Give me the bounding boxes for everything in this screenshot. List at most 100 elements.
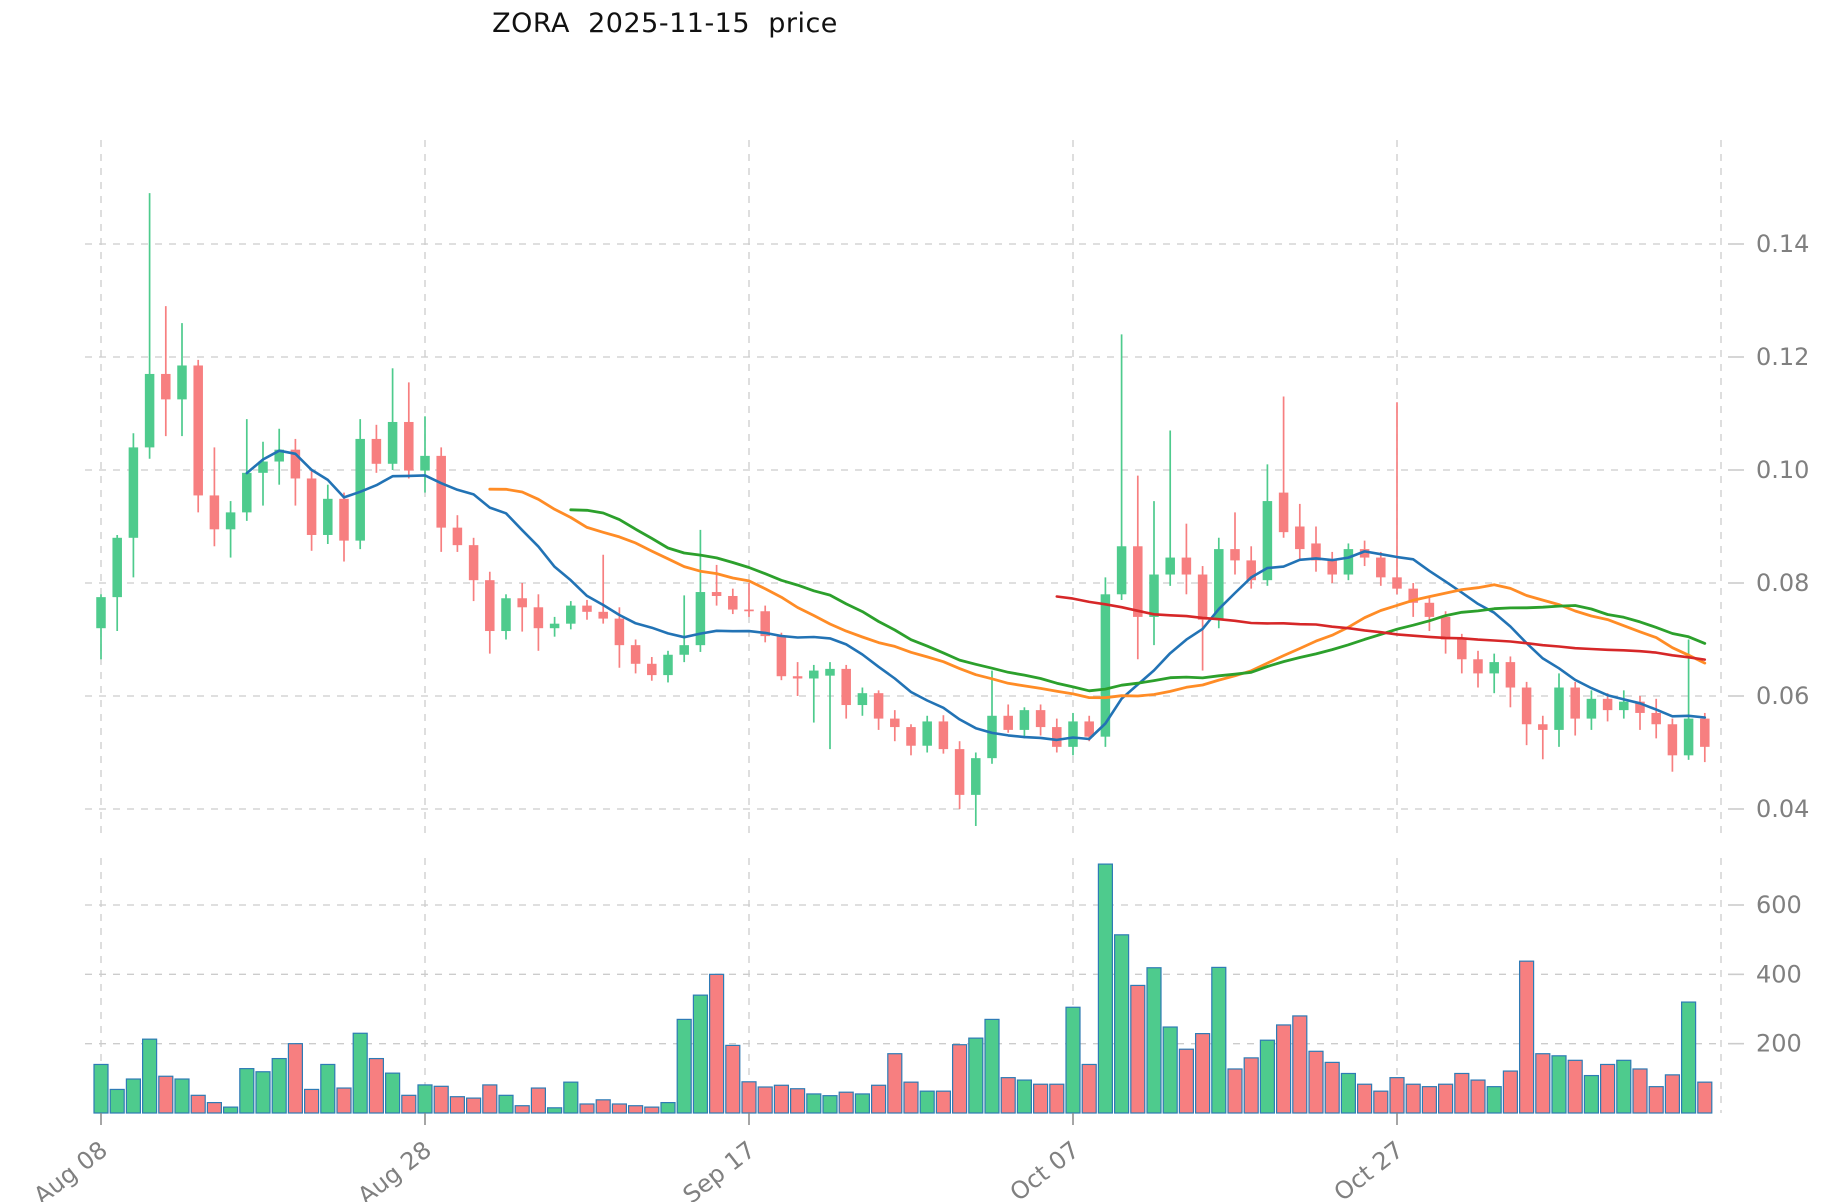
candle-body (177, 365, 187, 400)
candle-body (695, 592, 706, 646)
candle-body (1700, 718, 1710, 747)
volume-bar (1583, 1074, 1600, 1114)
volume-bar (563, 1081, 579, 1114)
candle-body (1376, 557, 1386, 578)
candle-body (1295, 526, 1305, 550)
candle-body (728, 595, 738, 610)
volume-bar (401, 1094, 417, 1114)
candle-body (825, 668, 835, 676)
volume-bar (611, 1103, 628, 1114)
volume-bar (1486, 1086, 1502, 1114)
candle-body (938, 721, 949, 750)
volume-bar (239, 1068, 255, 1114)
candle-body (1457, 639, 1467, 660)
x-tick-label: Aug 28 (352, 1136, 436, 1202)
candle-body (1505, 662, 1516, 688)
candle-body (1521, 687, 1532, 725)
volume-tick-label: 200 (1756, 1030, 1802, 1058)
candle-body (225, 512, 236, 530)
candle-body (1003, 715, 1013, 730)
volume-bar (1373, 1090, 1389, 1114)
candle-body (258, 461, 268, 473)
volume-bar (1130, 984, 1146, 1114)
volume-bar (692, 994, 709, 1114)
volume-bar (385, 1072, 401, 1114)
volume-bar (1194, 1033, 1211, 1114)
candle-body (647, 663, 657, 676)
volume-bar (870, 1084, 887, 1114)
volume-bar (595, 1099, 611, 1114)
volume-bar (190, 1094, 206, 1114)
volume-bar (1211, 966, 1227, 1114)
volume-bar (271, 1057, 287, 1114)
volume-bar (352, 1032, 368, 1114)
candle-body (1635, 701, 1645, 713)
volume-bar (1113, 934, 1130, 1114)
candle-body (112, 537, 122, 598)
candle-body (371, 438, 382, 464)
candle-body (193, 365, 203, 496)
volume-bar (854, 1093, 871, 1114)
volume-bar (919, 1090, 935, 1114)
candle-body (1392, 577, 1402, 589)
volume-bar (287, 1043, 303, 1114)
candle-body (1084, 721, 1094, 737)
volume-bar (1275, 1024, 1292, 1114)
volume-bar (1697, 1081, 1713, 1114)
volume-bar (482, 1084, 498, 1114)
candle-body (792, 676, 803, 679)
chart-title: ZORA 2025-11-15 price (492, 8, 838, 39)
candle-body (1035, 710, 1046, 728)
candle-body (290, 449, 301, 479)
volume-bar (304, 1088, 320, 1114)
candle-body (1359, 549, 1370, 558)
volume-bar (1081, 1063, 1097, 1114)
candle-body (841, 668, 851, 706)
candle-body (96, 597, 106, 629)
candle-body (1538, 724, 1548, 730)
x-tick-label: Sep 17 (678, 1136, 761, 1202)
candle-body (614, 618, 625, 646)
candle-body (857, 693, 868, 706)
volume-bar (822, 1095, 838, 1114)
volume-bar (336, 1087, 352, 1114)
volume-bar (1162, 1026, 1178, 1114)
candle-body (1619, 701, 1629, 711)
volume-bar (757, 1086, 773, 1114)
candle-body (1554, 687, 1564, 730)
candle-body (922, 721, 932, 746)
candle-body (306, 478, 317, 535)
x-tick-label: Oct 07 (1005, 1136, 1085, 1202)
volume-bar (1227, 1068, 1243, 1114)
volume-bar (93, 1063, 109, 1114)
candle-body (355, 438, 365, 541)
volume-bar (1049, 1083, 1065, 1114)
volume-bar (1664, 1074, 1681, 1114)
candle-body (890, 718, 900, 728)
volume-bar (1437, 1083, 1454, 1114)
candle-body (1100, 594, 1111, 737)
candle-body (1602, 698, 1613, 711)
volume-bar (725, 1044, 741, 1114)
volume-bar (1470, 1079, 1486, 1114)
volume-bar (142, 1038, 158, 1114)
volume-bar (660, 1101, 676, 1114)
candle-body (501, 598, 511, 632)
candle-body (1570, 687, 1580, 719)
volume-bar (968, 1037, 984, 1114)
candle-body (776, 636, 787, 677)
candle-body (436, 455, 446, 528)
candle-body (679, 645, 689, 655)
candle-body (387, 421, 398, 464)
volume-bar (1032, 1083, 1049, 1114)
volume-bar (1016, 1079, 1033, 1114)
volume-bar (109, 1088, 125, 1114)
candle-body (1133, 546, 1143, 617)
volume-bar (773, 1084, 790, 1114)
volume-bar (1421, 1086, 1438, 1114)
volume-bar (1567, 1059, 1583, 1114)
volume-bar (1535, 1053, 1551, 1114)
ma-line-ma25 (488, 487, 1707, 700)
candle-body (1197, 574, 1208, 620)
